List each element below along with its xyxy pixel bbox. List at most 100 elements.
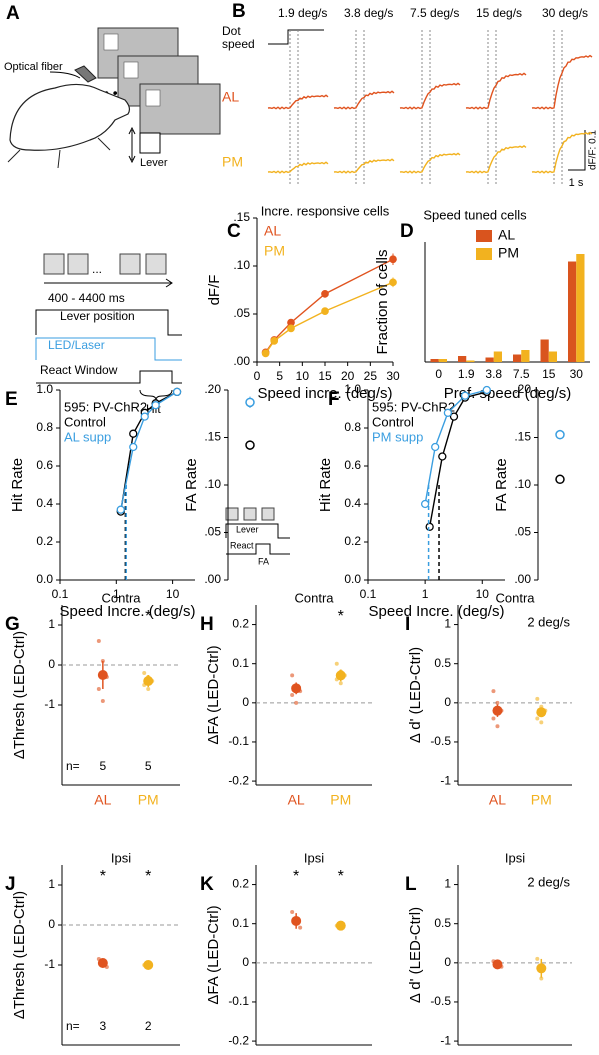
- x-tick-label: 30: [570, 367, 584, 381]
- individual-point: [491, 716, 496, 721]
- mouse: [9, 83, 131, 151]
- y-tick-label: 0: [242, 955, 249, 969]
- significance-star: *: [145, 868, 151, 885]
- significance-star: *: [145, 608, 151, 625]
- lever-trace: [35, 309, 182, 336]
- y-axis-label: Fraction of cells: [374, 249, 391, 354]
- x-tick-label: 15: [542, 367, 556, 381]
- marker: [482, 385, 491, 395]
- panel-letter: J: [5, 874, 16, 895]
- speed-label: 30 deg/s: [542, 6, 588, 20]
- frame: [119, 253, 141, 275]
- led-trace: [35, 337, 182, 361]
- area-label: PM: [222, 154, 243, 170]
- bar: [485, 357, 494, 362]
- dot-speed-label: speed: [222, 37, 255, 51]
- panel-letter: H: [200, 614, 214, 635]
- frame: [145, 253, 167, 275]
- individual-point: [495, 724, 500, 729]
- individual-point: [338, 681, 343, 686]
- trace: [465, 145, 527, 174]
- panel-letter: B: [232, 1, 246, 22]
- y-tick-label: .20: [514, 382, 531, 396]
- mean-marker: [335, 920, 346, 931]
- marker: [555, 429, 565, 440]
- marker: [116, 505, 125, 514]
- y-axis-label: FA Rate: [183, 458, 200, 511]
- bar: [521, 350, 530, 362]
- chart-title: Ipsi: [111, 850, 131, 865]
- panel-letter: I: [405, 614, 410, 635]
- x-tick-label: 3.8: [485, 367, 502, 381]
- y-tick-label: 0: [48, 917, 55, 931]
- speed-label: 7.5 deg/s: [410, 6, 459, 20]
- individual-point: [495, 700, 500, 705]
- individual-point: [298, 925, 303, 930]
- panel-letter: E: [5, 389, 18, 410]
- n-count: 5: [145, 759, 152, 773]
- chart-title: Speed tuned cells: [423, 207, 527, 222]
- speed-label: 3.8 deg/s: [344, 6, 393, 20]
- marker: [460, 391, 470, 400]
- mean-marker: [492, 959, 503, 970]
- y-tick-label: .10: [233, 258, 250, 272]
- significance-star: *: [293, 868, 299, 885]
- y-tick-label: 0: [444, 955, 451, 969]
- y-tick-label: 0.1: [232, 656, 249, 670]
- y-tick-label: -0.1: [228, 994, 249, 1008]
- trace: [399, 152, 461, 174]
- marker: [172, 387, 182, 397]
- individual-point: [96, 639, 101, 643]
- individual-point: [334, 661, 339, 666]
- legend-label: AL: [264, 223, 281, 239]
- trace: [333, 158, 395, 174]
- panel-letter: A: [6, 3, 20, 24]
- marker: [140, 412, 149, 421]
- dot-patch: [145, 89, 161, 107]
- led-label: LED/Laser: [48, 338, 105, 352]
- lever-label: Lever: [140, 157, 168, 169]
- scale-y-label: dF/F: 0.1: [588, 130, 599, 170]
- y-tick-label: 0: [444, 695, 451, 709]
- y-tick-label: 0.4: [36, 496, 53, 510]
- mean-marker: [536, 963, 547, 974]
- individual-point: [146, 687, 151, 691]
- trace: [267, 94, 329, 110]
- mean-marker: [536, 707, 547, 718]
- mean-marker: [291, 683, 302, 694]
- schematic-trace: [225, 523, 290, 539]
- mean-marker: [97, 958, 108, 968]
- trace: [267, 161, 329, 174]
- y-axis-label: Hit Rate: [9, 458, 26, 512]
- y-tick-label: .00: [204, 572, 221, 586]
- ellipsis: ...: [92, 262, 102, 276]
- mean-marker: [143, 676, 154, 686]
- x-tick-label: 10: [296, 369, 310, 383]
- mean-marker: [335, 670, 346, 681]
- y-tick-label: 1: [48, 877, 55, 891]
- y-tick-label: 1: [48, 617, 55, 631]
- y-axis-label: ΔFA (LED-Ctrl): [205, 645, 222, 744]
- y-tick-label: 0: [242, 695, 249, 709]
- dot-speed-label: Dot: [222, 24, 241, 38]
- trace: [399, 82, 461, 110]
- y-tick-label: -1: [44, 697, 55, 711]
- y-tick-label: .05: [233, 306, 250, 320]
- marker: [443, 408, 453, 417]
- speed-label: 15 deg/s: [476, 6, 522, 20]
- chart-title: Contra: [495, 590, 535, 605]
- y-axis-label: ΔThresh (LED-Ctrl): [11, 631, 28, 759]
- x-tick-label: 30: [386, 369, 400, 383]
- marker: [129, 442, 138, 452]
- x-axis-label: Speed Incre. (deg/s): [369, 603, 505, 620]
- scale-x-label: 1 s: [569, 177, 584, 189]
- marker: [129, 429, 138, 438]
- y-tick-label: -0.5: [430, 994, 451, 1008]
- x-tick-label: 0: [435, 367, 442, 381]
- y-tick-label: .10: [204, 477, 221, 491]
- y-tick-label: .00: [514, 572, 531, 586]
- legend-label: PM: [264, 243, 285, 259]
- y-tick-label: .10: [514, 477, 531, 491]
- legend-label: AL supp: [64, 429, 111, 444]
- legend-swatch: [476, 248, 492, 260]
